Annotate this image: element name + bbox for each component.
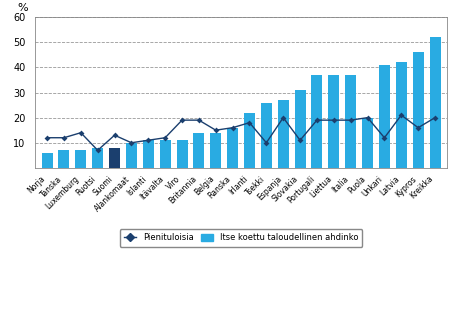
Bar [244, 112, 255, 168]
Bar [362, 118, 373, 168]
Bar [193, 133, 204, 168]
Bar [328, 75, 339, 168]
Bar [312, 75, 322, 168]
Y-axis label: %: % [18, 3, 28, 13]
Bar [278, 100, 289, 168]
Bar [379, 65, 390, 168]
Bar [345, 75, 356, 168]
Bar [126, 143, 137, 168]
Bar [413, 52, 423, 168]
Bar [295, 90, 306, 168]
Bar [92, 148, 103, 168]
Bar [429, 37, 441, 168]
Bar [59, 150, 69, 168]
Bar [176, 140, 188, 168]
Legend: Pienituloisia, Itse koettu taloudellinen ahdinko: Pienituloisia, Itse koettu taloudellinen… [120, 229, 362, 247]
Bar [109, 148, 120, 168]
Bar [160, 140, 170, 168]
Bar [75, 150, 86, 168]
Bar [261, 103, 272, 168]
Bar [396, 62, 407, 168]
Bar [210, 133, 221, 168]
Bar [41, 153, 53, 168]
Bar [143, 140, 154, 168]
Bar [227, 128, 238, 168]
